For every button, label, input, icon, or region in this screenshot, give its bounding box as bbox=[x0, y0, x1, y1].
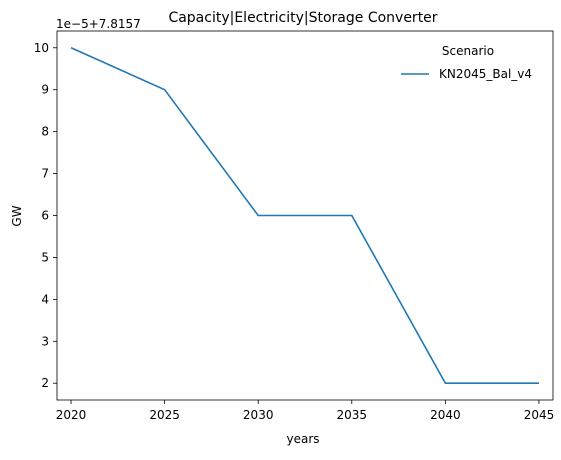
x-tick-label: 2040 bbox=[430, 408, 461, 422]
x-axis-label: years bbox=[286, 432, 319, 446]
y-tick-label: 2 bbox=[41, 376, 49, 390]
x-axis-ticks: 2020 2025 2030 2035 2040 2045 bbox=[56, 400, 554, 422]
y-tick-label: 7 bbox=[41, 167, 49, 181]
legend-title: Scenario bbox=[442, 44, 494, 58]
y-tick-label: 8 bbox=[41, 125, 49, 139]
y-axis-label: GW bbox=[10, 205, 24, 226]
series-layer bbox=[70, 47, 539, 385]
x-tick-label: 2030 bbox=[243, 408, 274, 422]
x-tick-label: 2025 bbox=[149, 408, 180, 422]
chart-title: Capacity|Electricity|Storage Converter bbox=[168, 10, 437, 26]
y-tick-label: 9 bbox=[41, 83, 49, 97]
y-tick-label: 10 bbox=[34, 41, 49, 55]
y-tick-label: 4 bbox=[41, 292, 49, 306]
y-tick-label: 6 bbox=[41, 209, 49, 223]
x-tick-label: 2035 bbox=[337, 408, 368, 422]
legend: Scenario KN2045_Bal_v4 bbox=[401, 44, 532, 81]
y-axis-offset-label: 1e−5+7.8157 bbox=[56, 17, 141, 31]
y-tick-label: 5 bbox=[41, 250, 49, 264]
y-tick-label: 3 bbox=[41, 334, 49, 348]
legend-label-kn2045-bal-v4: KN2045_Bal_v4 bbox=[439, 67, 532, 81]
x-tick-label: 2045 bbox=[524, 408, 555, 422]
x-tick-label: 2020 bbox=[56, 408, 87, 422]
y-axis-ticks: 2 3 4 5 6 7 8 9 10 bbox=[34, 41, 57, 390]
series-line-kn2045-bal-v4 bbox=[70, 47, 539, 385]
